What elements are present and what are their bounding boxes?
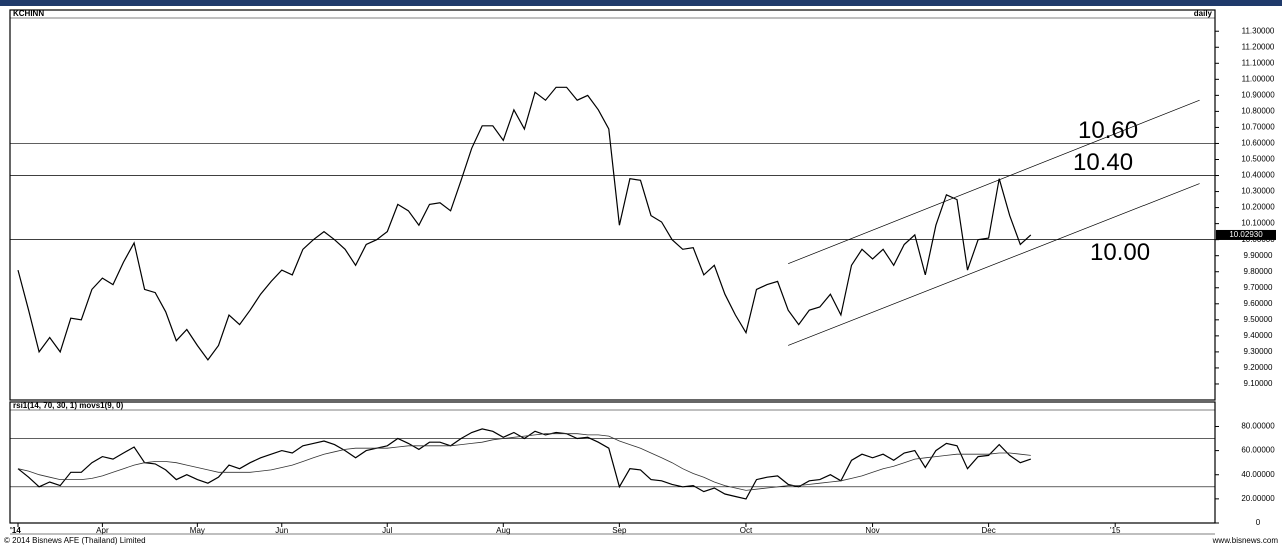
y-tick-label: 10.70000	[1241, 123, 1275, 132]
x-tick-label: Oct	[740, 526, 753, 535]
y-tick-label: 20.00000	[1241, 494, 1275, 503]
series-line	[17, 433, 1031, 491]
frequency-label: daily	[1194, 9, 1213, 18]
level-label: 10.00	[1090, 239, 1150, 266]
y-tick-label: 9.50000	[1244, 315, 1273, 324]
current-value-label: 10.02930	[1229, 230, 1263, 239]
x-tick-label: Aug	[496, 526, 510, 535]
y-tick-label: 10.90000	[1241, 90, 1275, 99]
x-tick-label: May	[190, 526, 205, 535]
y-tick-label: 11.30000	[1242, 26, 1275, 35]
y-tick-label: 80.00000	[1241, 422, 1275, 431]
y-tick-label: 11.20000	[1242, 42, 1275, 51]
y-tick-label: 0	[1256, 518, 1261, 527]
x-tick-label: Apr	[96, 526, 109, 535]
series-line	[17, 86, 1032, 361]
x-tick-label: '14	[10, 526, 21, 535]
copyright: © 2014 Bisnews AFE (Thailand) Limited	[4, 536, 146, 545]
y-tick-label: 11.00000	[1242, 74, 1275, 83]
level-label: 10.40	[1073, 149, 1133, 176]
website: www.bisnews.com	[1212, 536, 1279, 545]
trendline	[788, 183, 1200, 346]
y-tick-label: 10.10000	[1241, 219, 1275, 228]
y-tick-label: 9.20000	[1244, 363, 1273, 372]
x-tick-label: '15	[1110, 526, 1121, 535]
x-tick-label: Sep	[612, 526, 627, 535]
x-tick-label: Jul	[382, 526, 392, 535]
y-tick-label: 9.40000	[1244, 331, 1273, 340]
y-tick-label: 60.00000	[1241, 446, 1275, 455]
y-tick-label: 9.90000	[1244, 251, 1273, 260]
trendline	[788, 99, 1200, 265]
y-tick-label: 10.60000	[1241, 139, 1275, 148]
y-tick-label: 10.20000	[1241, 203, 1275, 212]
y-tick-label: 9.60000	[1244, 299, 1273, 308]
x-tick-label: Dec	[981, 526, 995, 535]
panel-title: rsi1(14, 70, 30, 1) movs1(9, 0)	[13, 401, 124, 410]
y-tick-label: 10.50000	[1241, 155, 1275, 164]
level-label: 10.60	[1078, 117, 1138, 144]
y-tick-label: 11.10000	[1242, 58, 1275, 67]
y-tick-label: 9.70000	[1244, 283, 1273, 292]
top-band	[0, 0, 1282, 6]
y-tick-label: 10.80000	[1241, 107, 1275, 116]
y-tick-label: 9.80000	[1244, 267, 1273, 276]
series-line	[17, 428, 1031, 500]
panel-frame	[9, 401, 1216, 524]
panel-title: KCHINN	[13, 9, 44, 18]
x-tick-label: Jun	[275, 526, 288, 535]
x-tick-label: Nov	[865, 526, 879, 535]
current-value-box	[1216, 229, 1276, 240]
y-tick-label: 40.00000	[1241, 470, 1275, 479]
y-tick-label: 10.30000	[1241, 187, 1275, 196]
y-tick-label: 10.40000	[1241, 171, 1275, 180]
y-tick-label: 9.30000	[1244, 347, 1273, 356]
y-tick-label: 9.10000	[1244, 379, 1273, 388]
panel-frame	[9, 9, 1216, 401]
